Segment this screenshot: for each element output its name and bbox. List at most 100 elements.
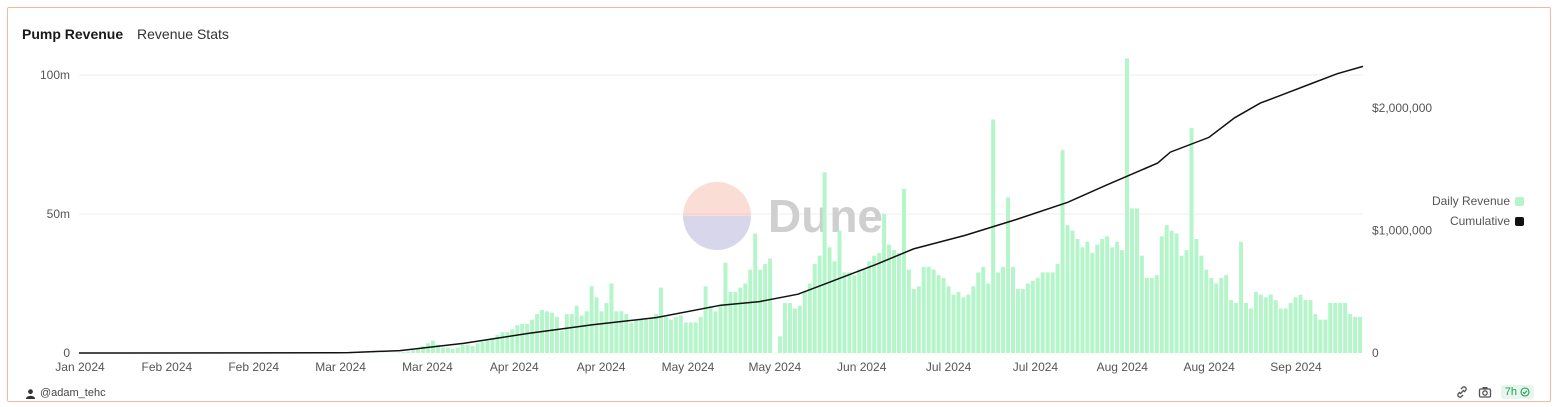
author-credit[interactable]: @adam_tehc xyxy=(25,387,106,399)
x-axis-tick-label: Apr 2024 xyxy=(490,360,539,374)
bar-daily-revenue xyxy=(782,302,787,353)
bar-daily-revenue xyxy=(713,311,718,353)
bar-daily-revenue xyxy=(688,322,693,353)
bar-daily-revenue xyxy=(634,319,639,353)
bar-daily-revenue xyxy=(837,230,842,353)
bar-daily-revenue xyxy=(1239,241,1244,353)
grid-lines xyxy=(79,74,1363,215)
bar-daily-revenue xyxy=(683,322,688,353)
left-axis-tick-label: 100m xyxy=(40,68,70,82)
bar-daily-revenue xyxy=(971,286,976,353)
legend: Daily Revenue Cumulative xyxy=(1432,191,1524,231)
watermark-logo xyxy=(683,182,751,250)
bar-daily-revenue xyxy=(887,244,892,353)
bar-daily-revenue xyxy=(847,272,852,353)
bar-daily-revenue xyxy=(743,283,748,353)
embed-link-icon[interactable] xyxy=(1455,385,1469,399)
bar-daily-revenue xyxy=(574,305,579,353)
bar-daily-revenue xyxy=(1060,150,1065,353)
bar-daily-revenue xyxy=(450,348,455,353)
bar-daily-revenue xyxy=(416,348,421,353)
x-axis-tick-label: Sep 2024 xyxy=(1270,360,1322,374)
bar-daily-revenue xyxy=(525,323,530,353)
bar-daily-revenue xyxy=(1169,230,1174,353)
bar-daily-revenue xyxy=(1278,308,1283,353)
bar-daily-revenue xyxy=(579,315,584,353)
bar-daily-revenue xyxy=(931,269,936,353)
bar-daily-revenue xyxy=(1348,314,1353,353)
bar-daily-revenue xyxy=(480,341,485,353)
bar-daily-revenue xyxy=(827,247,832,353)
bar-daily-revenue xyxy=(1006,197,1011,353)
bar-daily-revenue xyxy=(396,352,401,353)
bar-daily-revenue xyxy=(1139,255,1144,353)
bar-daily-revenue xyxy=(654,314,659,353)
bar-daily-revenue xyxy=(401,352,406,353)
bar-daily-revenue xyxy=(1174,233,1179,353)
bar-daily-revenue xyxy=(619,311,624,353)
bar-daily-revenue xyxy=(490,337,495,353)
bar-daily-revenue xyxy=(1134,208,1139,353)
bar-daily-revenue xyxy=(520,323,525,353)
bar-daily-revenue xyxy=(1130,208,1134,353)
refresh-age-badge[interactable]: 7h xyxy=(1500,385,1534,399)
bar-daily-revenue xyxy=(718,304,723,353)
bar-daily-revenue xyxy=(1229,300,1234,353)
bar-daily-revenue xyxy=(649,318,654,353)
bar-daily-revenue xyxy=(708,305,713,353)
bar-daily-revenue xyxy=(1358,316,1362,353)
bar-daily-revenue xyxy=(455,347,460,353)
bar-daily-revenue xyxy=(981,266,986,353)
bar-daily-revenue xyxy=(426,343,430,353)
bar-daily-revenue xyxy=(1090,252,1095,353)
bar-daily-revenue xyxy=(1085,241,1090,353)
bar-daily-revenue xyxy=(1318,319,1323,353)
bar-daily-revenue xyxy=(966,294,971,353)
bar-daily-revenue xyxy=(1075,239,1080,353)
bar-daily-revenue xyxy=(673,316,678,353)
bar-daily-revenue xyxy=(584,311,589,353)
bar-daily-revenue xyxy=(797,305,802,353)
bar-daily-revenue xyxy=(1095,244,1100,353)
left-axis-tick-label: 0 xyxy=(63,346,70,360)
bar-daily-revenue xyxy=(901,188,906,353)
bar-daily-revenue xyxy=(1179,255,1184,353)
legend-item-cumulative[interactable]: Cumulative xyxy=(1432,211,1524,231)
bar-daily-revenue xyxy=(936,275,941,353)
bar-daily-revenue xyxy=(921,266,926,353)
bar-daily-revenue xyxy=(1159,236,1164,353)
bar-daily-revenue xyxy=(1070,230,1075,353)
bar-daily-revenue xyxy=(485,340,490,353)
chart-title: Pump Revenue xyxy=(22,26,124,42)
x-axis-tick-label: May 2024 xyxy=(662,360,715,374)
bar-daily-revenue xyxy=(956,291,961,353)
bar-daily-revenue xyxy=(728,291,733,353)
bar-daily-revenue xyxy=(1244,302,1248,353)
bar-daily-revenue xyxy=(842,272,847,353)
bar-daily-revenue xyxy=(1248,308,1253,353)
bar-daily-revenue xyxy=(703,286,708,353)
bar-daily-revenue xyxy=(1055,264,1060,353)
bar-daily-revenue xyxy=(1268,294,1273,353)
bar-daily-revenue xyxy=(530,319,535,353)
bar-daily-revenue xyxy=(1100,239,1105,353)
x-axis-tick-label: Jul 2024 xyxy=(1013,360,1059,374)
right-axis-tick-label: 0 xyxy=(1372,346,1379,360)
bar-daily-revenue xyxy=(594,297,599,353)
bar-daily-revenue xyxy=(1110,247,1115,353)
bar-daily-revenue xyxy=(1323,319,1328,353)
bar-daily-revenue xyxy=(1288,302,1293,353)
bar-daily-revenue xyxy=(1258,294,1263,353)
legend-item-daily-revenue[interactable]: Daily Revenue xyxy=(1432,191,1524,211)
bar-daily-revenue xyxy=(1065,225,1070,353)
bar-daily-revenue xyxy=(976,272,981,353)
avatar-icon xyxy=(25,388,36,399)
x-axis-tick-label: Mar 2024 xyxy=(315,360,366,374)
bar-daily-revenue xyxy=(1273,300,1278,353)
bar-daily-revenue xyxy=(733,291,738,353)
camera-icon[interactable] xyxy=(1478,385,1492,399)
bar-daily-revenue xyxy=(460,344,465,353)
bar-daily-revenue xyxy=(723,262,728,353)
right-axis-tick-label: $2,000,000 xyxy=(1372,101,1432,115)
bar-daily-revenue xyxy=(644,319,649,353)
